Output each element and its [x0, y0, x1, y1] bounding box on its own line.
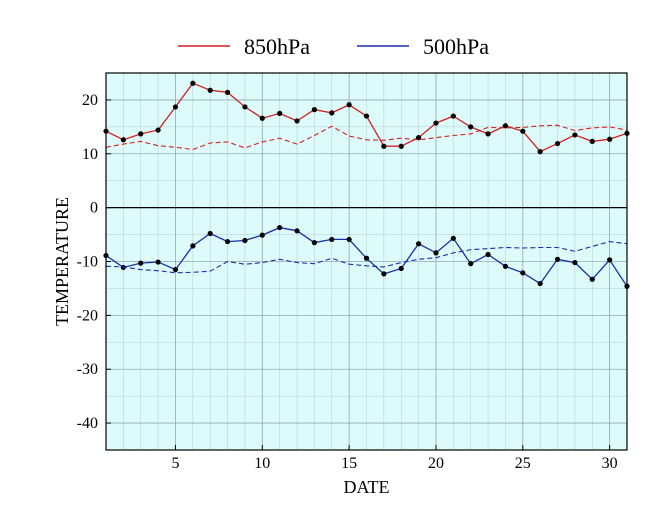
x-tick-label: 10	[254, 455, 270, 472]
y-tick-label: 10	[82, 146, 98, 163]
y-tick-label: -40	[77, 415, 98, 432]
data-point	[502, 123, 509, 129]
data-point	[502, 263, 509, 269]
data-point	[277, 110, 283, 116]
series-group	[103, 80, 630, 289]
x-axis-label: DATE	[344, 477, 390, 497]
data-point	[277, 224, 283, 231]
y-tick-label: 20	[82, 92, 98, 109]
data-point	[207, 87, 213, 93]
data-point	[138, 260, 144, 266]
data-point	[468, 124, 474, 130]
data-point	[607, 136, 613, 142]
data-point	[589, 276, 595, 282]
data-point	[520, 128, 526, 134]
data-point	[468, 261, 474, 267]
data-point	[329, 110, 335, 116]
data-point	[242, 237, 248, 244]
data-point	[554, 140, 561, 147]
x-tick-label: 15	[341, 455, 357, 472]
data-point	[363, 255, 370, 261]
grid	[106, 73, 627, 450]
x-tick-label: 20	[428, 455, 444, 472]
x-tick-label: 5	[171, 455, 179, 472]
y-axis-ticks: 20 10 0 -10 -20 -30 -40	[77, 92, 111, 432]
data-point	[294, 228, 300, 234]
y-tick-label: 0	[90, 200, 98, 217]
data-point	[346, 102, 352, 108]
data-point	[138, 131, 144, 137]
data-point	[450, 235, 456, 241]
data-point	[172, 104, 179, 110]
data-point	[416, 241, 422, 247]
data-point	[329, 236, 335, 243]
data-point	[433, 120, 439, 126]
data-point	[450, 113, 456, 119]
data-point	[242, 104, 248, 110]
data-point	[311, 107, 317, 113]
data-point	[520, 270, 526, 276]
data-point	[224, 238, 231, 245]
data-point	[433, 250, 439, 256]
data-point	[485, 131, 491, 137]
data-point	[259, 232, 265, 238]
x-axis-ticks: 5 10 15 20 25 30	[171, 445, 618, 472]
legend: 850hPa 500hPa	[178, 34, 489, 59]
data-point	[346, 236, 352, 243]
y-axis-label: TEMPERATURE	[52, 197, 72, 326]
data-point	[381, 143, 387, 149]
data-point	[155, 127, 161, 133]
data-point	[398, 143, 404, 149]
data-point	[537, 280, 543, 287]
data-point	[537, 149, 543, 155]
y-tick-label: -20	[77, 307, 98, 324]
data-point	[398, 265, 404, 272]
data-point	[294, 118, 300, 124]
data-point	[485, 251, 491, 258]
data-point	[259, 115, 265, 121]
legend-label-500hpa: 500hPa	[423, 34, 489, 59]
data-point	[190, 243, 196, 249]
data-point	[381, 271, 387, 277]
data-point	[572, 259, 578, 266]
data-point	[120, 137, 126, 143]
data-point	[155, 259, 161, 265]
series-line-1	[105, 124, 628, 151]
data-point	[589, 138, 595, 144]
data-point	[207, 230, 213, 237]
data-point	[554, 256, 561, 262]
data-point	[224, 89, 231, 95]
data-point	[607, 257, 613, 263]
x-tick-label: 25	[515, 455, 531, 472]
data-point	[416, 135, 422, 141]
y-tick-label: -10	[77, 254, 98, 271]
data-point	[572, 132, 578, 138]
x-tick-label: 30	[602, 455, 618, 472]
data-point	[190, 80, 196, 86]
series-line-3	[105, 241, 628, 274]
data-point	[172, 266, 179, 273]
y-tick-label: -30	[77, 361, 98, 378]
data-point	[311, 240, 317, 246]
legend-label-850hpa: 850hPa	[244, 34, 310, 59]
data-point	[363, 113, 370, 119]
